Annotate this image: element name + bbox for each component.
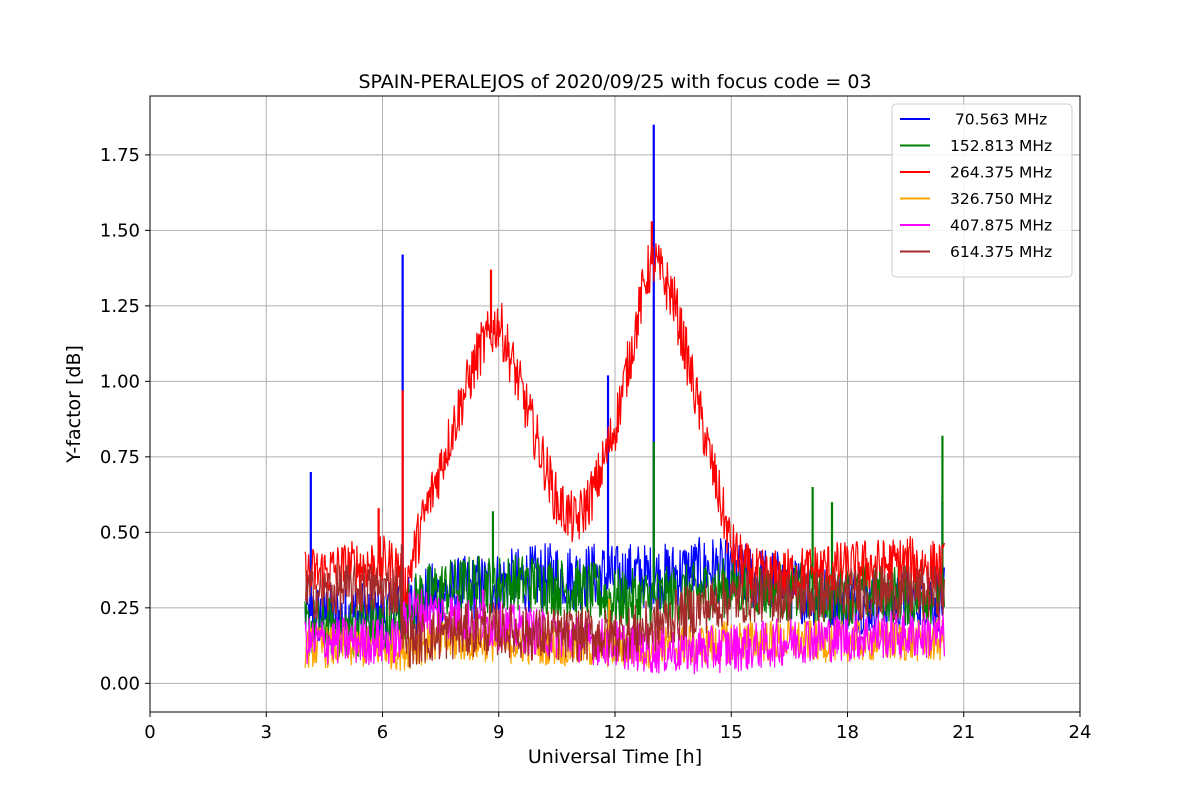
x-tick-label: 21 [952, 722, 975, 743]
legend-box [891, 103, 1073, 278]
legend-label: 614.375 MHz [950, 243, 1052, 261]
x-tick-label: 12 [604, 722, 627, 743]
x-tick-label: 24 [1069, 722, 1092, 743]
y-tick-label: 1.50 [100, 220, 140, 241]
y-tick-label: 0.00 [100, 673, 140, 694]
legend: 70.563 MHz 152.813 MHz 264.375 MHz 326.750 … [891, 103, 1073, 278]
series-layer [304, 124, 945, 675]
chart-title: SPAIN-PERALEJOS of 2020/09/25 with focus… [358, 71, 871, 93]
x-axis: 0 3 6 9 12 15 18 21 24 [144, 712, 1091, 743]
y-tick-label: 1.75 [100, 145, 140, 166]
legend-label: 70.563 MHz [950, 111, 1047, 129]
y-axis: 0.00 0.25 0.50 0.75 1.00 1.25 1.50 1.75 [100, 145, 150, 694]
legend-label: 152.813 MHz [950, 137, 1052, 155]
x-tick-label: 6 [377, 722, 388, 743]
y-tick-label: 1.25 [100, 296, 140, 317]
x-tick-label: 15 [720, 722, 743, 743]
legend-label: 264.375 MHz [950, 164, 1052, 182]
x-tick-label: 18 [836, 722, 859, 743]
legend-label: 407.875 MHz [950, 217, 1052, 235]
y-tick-label: 1.00 [100, 371, 140, 392]
y-tick-label: 0.75 [100, 447, 140, 468]
x-tick-label: 9 [493, 722, 504, 743]
y-axis-label: Y-factor [dB] [63, 345, 85, 464]
x-tick-label: 3 [261, 722, 272, 743]
y-tick-label: 0.25 [100, 598, 140, 619]
x-tick-label: 0 [144, 722, 155, 743]
y-tick-label: 0.50 [100, 522, 140, 543]
series-line [304, 562, 945, 668]
series-line [304, 243, 945, 615]
x-axis-label: Universal Time [h] [528, 746, 702, 768]
legend-label: 326.750 MHz [950, 190, 1052, 208]
